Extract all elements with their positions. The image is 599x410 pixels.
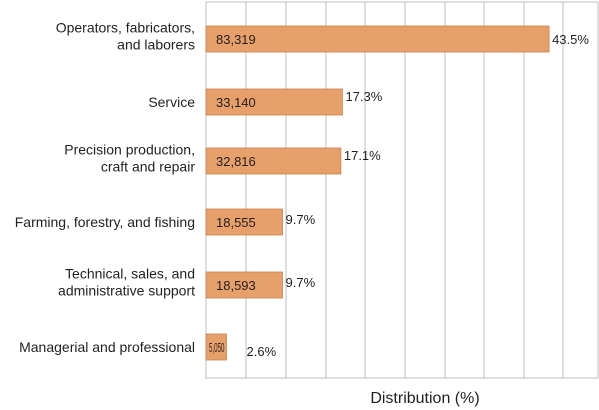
bar bbox=[205, 333, 227, 361]
category-label: Service bbox=[148, 94, 195, 110]
bar bbox=[205, 208, 283, 236]
category-label: Precision production, craft and repair bbox=[64, 142, 195, 175]
category-label: Managerial and professional bbox=[19, 339, 195, 355]
category-label: Operators, fabricators, and laborers bbox=[56, 20, 195, 53]
bar-count-label: 33,140 bbox=[216, 95, 256, 110]
bar-count-label: 18,593 bbox=[216, 278, 256, 293]
bar-percent-label: 9.7% bbox=[286, 212, 316, 227]
bar-count-label: 32,816 bbox=[216, 154, 256, 169]
category-label: Technical, sales, and administrative supp… bbox=[58, 266, 195, 299]
gridlines bbox=[205, 1, 599, 379]
x-axis-title: Distribution (%) bbox=[370, 390, 479, 407]
bar bbox=[205, 25, 550, 53]
bar-percent-label: 2.6% bbox=[247, 344, 277, 359]
bar-percent-label: 17.3% bbox=[345, 89, 382, 104]
bar-percent-label: 43.5% bbox=[552, 32, 589, 47]
bar bbox=[205, 271, 283, 299]
category-label: Farming, forestry, and fishing bbox=[15, 214, 195, 230]
bar-count-label: 18,555 bbox=[216, 215, 256, 230]
bar bbox=[205, 147, 342, 175]
category-labels: Operators, fabricators, and laborers Servi… bbox=[15, 20, 196, 356]
bar-count-label: 83,319 bbox=[216, 32, 256, 47]
bar bbox=[205, 88, 343, 116]
plot-frame bbox=[205, 1, 599, 379]
bar-percent-label: 17.1% bbox=[344, 148, 381, 163]
bars: 83,319 43.5% 33,140 17.3% 32,816 17.1% 18,555 9… bbox=[205, 25, 589, 361]
bar-percent-label: 9.7% bbox=[286, 275, 316, 290]
bar-count-label: 5,050 bbox=[209, 340, 225, 355]
